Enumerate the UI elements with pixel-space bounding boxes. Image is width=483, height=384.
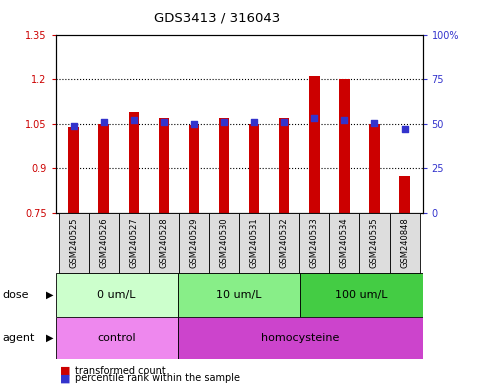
- Point: [370, 120, 378, 126]
- Bar: [189, 125, 199, 213]
- Bar: [128, 112, 139, 213]
- Text: GSM240848: GSM240848: [400, 217, 409, 268]
- Point: [401, 126, 409, 132]
- Bar: [339, 79, 350, 213]
- Bar: [149, 213, 179, 273]
- Text: GSM240527: GSM240527: [129, 217, 138, 268]
- Bar: [56, 317, 178, 359]
- Bar: [178, 273, 300, 317]
- Text: ▶: ▶: [45, 290, 53, 300]
- Text: GSM240526: GSM240526: [99, 217, 108, 268]
- Bar: [179, 213, 209, 273]
- Text: ■: ■: [60, 373, 71, 383]
- Text: GSM240530: GSM240530: [220, 217, 228, 268]
- Bar: [219, 118, 229, 213]
- Point: [220, 119, 228, 125]
- Text: dose: dose: [2, 290, 29, 300]
- Text: GSM240533: GSM240533: [310, 217, 319, 268]
- Point: [70, 122, 77, 129]
- Bar: [178, 317, 423, 359]
- Text: GSM240532: GSM240532: [280, 217, 289, 268]
- Text: homocysteine: homocysteine: [261, 333, 340, 343]
- Text: 100 um/L: 100 um/L: [335, 290, 388, 300]
- Point: [311, 116, 318, 122]
- Text: GSM240529: GSM240529: [189, 217, 199, 268]
- Text: GDS3413 / 316043: GDS3413 / 316043: [154, 12, 281, 25]
- Text: agent: agent: [2, 333, 35, 343]
- Bar: [309, 76, 320, 213]
- Bar: [89, 213, 119, 273]
- Bar: [119, 213, 149, 273]
- Text: 0 um/L: 0 um/L: [98, 290, 136, 300]
- Bar: [299, 213, 329, 273]
- Point: [250, 119, 258, 125]
- Bar: [249, 124, 259, 213]
- Text: GSM240534: GSM240534: [340, 217, 349, 268]
- Bar: [279, 118, 289, 213]
- Text: control: control: [98, 333, 136, 343]
- Bar: [359, 213, 389, 273]
- Point: [100, 119, 108, 125]
- Point: [130, 117, 138, 123]
- Text: GSM240535: GSM240535: [370, 217, 379, 268]
- Text: ■: ■: [60, 366, 71, 376]
- Bar: [56, 273, 178, 317]
- Bar: [158, 118, 169, 213]
- Point: [160, 119, 168, 125]
- Point: [280, 119, 288, 125]
- Point: [190, 121, 198, 127]
- Text: ▶: ▶: [45, 333, 53, 343]
- Text: 10 um/L: 10 um/L: [216, 290, 262, 300]
- Bar: [68, 127, 79, 213]
- Text: percentile rank within the sample: percentile rank within the sample: [75, 373, 240, 383]
- Text: GSM240528: GSM240528: [159, 217, 169, 268]
- Bar: [300, 273, 423, 317]
- Text: transformed count: transformed count: [75, 366, 166, 376]
- Bar: [58, 213, 89, 273]
- Bar: [99, 124, 109, 213]
- Bar: [369, 124, 380, 213]
- Text: GSM240525: GSM240525: [69, 217, 78, 268]
- Bar: [209, 213, 239, 273]
- Bar: [269, 213, 299, 273]
- Bar: [329, 213, 359, 273]
- Point: [341, 117, 348, 123]
- Bar: [389, 213, 420, 273]
- Bar: [399, 176, 410, 213]
- Bar: [239, 213, 269, 273]
- Text: GSM240531: GSM240531: [250, 217, 258, 268]
